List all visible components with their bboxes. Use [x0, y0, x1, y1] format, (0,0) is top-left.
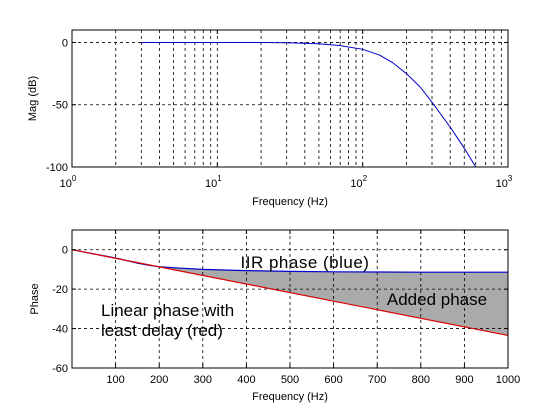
phase-x-tick-label: 400 — [237, 374, 255, 386]
phase-x-axis-label: Frequency (Hz) — [252, 391, 328, 403]
magnitude-plot-frame — [71, 29, 509, 168]
magnitude-plot-background — [72, 30, 508, 167]
annotation-linear-phase-line2: least delay (red) — [101, 321, 223, 340]
phase-x-tick-label: 900 — [455, 374, 473, 386]
annotation-added-phase: Added phase — [387, 290, 487, 309]
phase-y-tick-label: -20 — [52, 284, 68, 296]
magnitude-curve — [141, 42, 477, 168]
annotation-linear-phase-line1: Linear phase with — [101, 301, 234, 320]
phase-x-tick-label: 700 — [368, 374, 386, 386]
phase-x-tick-label: 1000 — [496, 374, 520, 386]
magnitude-x-axis-label: Frequency (Hz) — [252, 196, 328, 208]
annotation-iir-phase: IIR phase (blue) — [241, 253, 370, 272]
phase-x-tick-label: 200 — [150, 374, 168, 386]
phase-y-tick-label: -40 — [52, 324, 68, 336]
phase-plot: 100 200 300 400 500 600 700 800 900 1000 0 -20 -40 -6… — [29, 229, 520, 403]
magnitude-y-tick-label: -100 — [46, 162, 68, 174]
magnitude-y-tick-label: -50 — [52, 100, 68, 112]
magnitude-plot: 100 101 102 103 0 -50 -100 Frequency (Hz) Mag (d… — [27, 29, 513, 208]
phase-x-tick-label: 100 — [106, 374, 124, 386]
magnitude-x-tick-label: 100 — [60, 174, 77, 190]
magnitude-x-tick-label: 102 — [350, 174, 367, 190]
phase-y-axis-label: Phase — [29, 283, 41, 314]
phase-x-tick-label: 500 — [281, 374, 299, 386]
phase-y-tick-label: -60 — [52, 363, 68, 375]
magnitude-y-tick-label: 0 — [62, 37, 68, 49]
phase-x-tick-label: 800 — [412, 374, 430, 386]
phase-x-tick-label: 600 — [324, 374, 342, 386]
magnitude-x-tick-label: 103 — [496, 174, 513, 190]
linear-phase-line — [71, 249, 509, 337]
magnitude-x-tick-label: 101 — [205, 174, 222, 190]
phase-y-tick-label: 0 — [62, 245, 68, 257]
phase-x-tick-label: 300 — [194, 374, 212, 386]
magnitude-y-axis-label: Mag (dB) — [27, 76, 39, 121]
